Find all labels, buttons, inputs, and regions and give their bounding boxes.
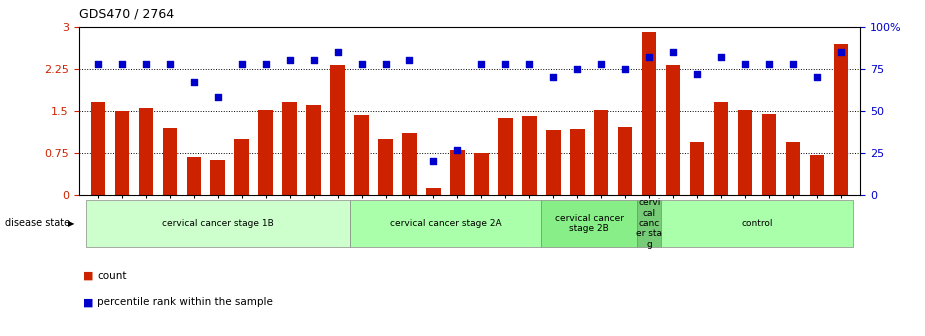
Bar [642, 33, 657, 195]
Bar [475, 153, 488, 195]
Bar [115, 111, 129, 195]
Bar [738, 110, 752, 195]
Text: cervical cancer stage 2A: cervical cancer stage 2A [389, 219, 501, 228]
Point [474, 61, 488, 67]
Bar [378, 139, 393, 195]
Point [354, 61, 369, 67]
Text: cervi
cal
canc
er sta
g: cervi cal canc er sta g [636, 198, 662, 249]
Text: cervical cancer
stage 2B: cervical cancer stage 2B [555, 214, 623, 233]
Bar [187, 157, 201, 195]
Point [306, 58, 321, 63]
Bar [714, 102, 728, 195]
Point [282, 58, 297, 63]
Text: ■: ■ [83, 270, 93, 281]
Point [162, 61, 177, 67]
Bar [762, 114, 776, 195]
Bar [139, 108, 153, 195]
Point [594, 61, 609, 67]
Point [618, 66, 633, 72]
Bar [594, 110, 609, 195]
Bar [618, 127, 633, 195]
Point [186, 80, 201, 85]
Bar [234, 139, 249, 195]
Text: disease state: disease state [5, 218, 69, 228]
Point [234, 61, 249, 67]
Point [139, 61, 154, 67]
Bar [450, 150, 464, 195]
Point [738, 61, 753, 67]
Text: count: count [97, 270, 127, 281]
Text: GDS470 / 2764: GDS470 / 2764 [79, 7, 174, 20]
Bar [810, 155, 824, 195]
Point [714, 54, 729, 60]
Bar [402, 133, 416, 195]
Bar [786, 142, 800, 195]
Bar [282, 102, 297, 195]
Bar [690, 142, 705, 195]
Bar [499, 118, 512, 195]
Point [666, 49, 681, 55]
Point [809, 75, 824, 80]
Bar [306, 105, 321, 195]
Point [450, 147, 465, 152]
Bar [426, 188, 440, 195]
Bar [523, 117, 536, 195]
Point [330, 49, 345, 55]
Bar [546, 130, 561, 195]
Point [522, 61, 536, 67]
Point [833, 49, 848, 55]
Point [402, 58, 417, 63]
Point [762, 61, 777, 67]
Point [570, 66, 585, 72]
Point [546, 75, 561, 80]
Point [210, 95, 225, 100]
Bar [570, 129, 585, 195]
Point [785, 61, 800, 67]
Point [426, 159, 441, 164]
Point [115, 61, 130, 67]
Point [498, 61, 512, 67]
Text: cervical cancer stage 1B: cervical cancer stage 1B [162, 219, 274, 228]
Bar [666, 65, 681, 195]
Text: ▶: ▶ [68, 219, 74, 228]
Text: control: control [742, 219, 773, 228]
Bar [258, 110, 273, 195]
Bar [833, 44, 848, 195]
Point [690, 71, 705, 77]
Bar [91, 102, 105, 195]
Text: percentile rank within the sample: percentile rank within the sample [97, 297, 273, 307]
Bar [211, 160, 225, 195]
Text: ■: ■ [83, 297, 93, 307]
Point [378, 61, 393, 67]
Bar [354, 115, 369, 195]
Bar [330, 65, 345, 195]
Point [642, 54, 657, 60]
Point [258, 61, 273, 67]
Point [91, 61, 105, 67]
Bar [163, 128, 177, 195]
